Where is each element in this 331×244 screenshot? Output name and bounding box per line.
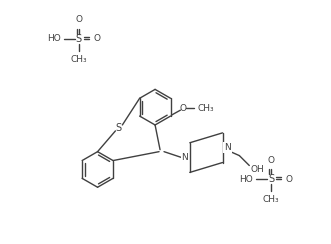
Text: CH₃: CH₃ bbox=[197, 104, 214, 113]
Text: S: S bbox=[115, 123, 121, 133]
Text: O: O bbox=[180, 104, 187, 113]
Text: CH₃: CH₃ bbox=[263, 195, 279, 204]
Text: N: N bbox=[181, 153, 188, 162]
Text: O: O bbox=[267, 155, 275, 164]
Text: S: S bbox=[76, 34, 82, 44]
Text: HO: HO bbox=[240, 175, 253, 184]
Text: N: N bbox=[224, 143, 231, 152]
Text: O: O bbox=[75, 15, 82, 24]
Text: O: O bbox=[286, 175, 293, 184]
Text: S: S bbox=[268, 174, 274, 184]
Text: OH: OH bbox=[250, 165, 264, 174]
Text: HO: HO bbox=[47, 34, 61, 43]
Text: O: O bbox=[94, 34, 101, 43]
Text: CH₃: CH₃ bbox=[71, 55, 87, 64]
